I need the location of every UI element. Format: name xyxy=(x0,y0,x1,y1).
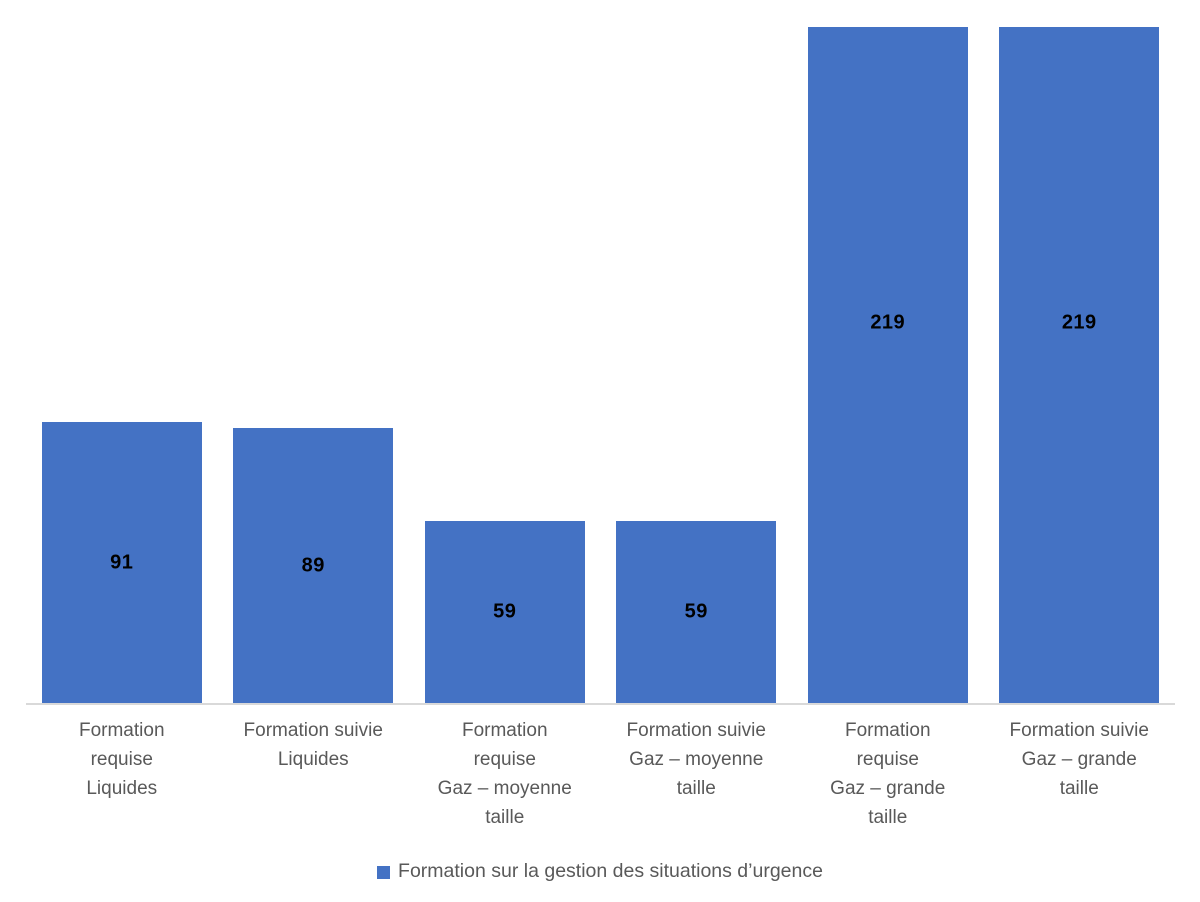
legend-label: Formation sur la gestion des situations … xyxy=(398,859,823,882)
bar-formation-suivie-gaz-moyenne[interactable]: 59 xyxy=(616,520,777,703)
bar-group: 91 xyxy=(26,24,218,703)
bar-formation-requise-gaz-moyenne[interactable]: 59 xyxy=(424,520,585,703)
bar-formation-suivie-gaz-grande[interactable]: 219 xyxy=(999,27,1160,703)
bar-group: 219 xyxy=(792,24,984,703)
data-label: 91 xyxy=(110,551,134,574)
category-label: Formation suivie Liquides xyxy=(243,720,383,770)
data-label: 219 xyxy=(870,311,906,334)
data-label: 59 xyxy=(684,600,708,623)
bar-formation-requise-gaz-grande[interactable]: 219 xyxy=(807,27,968,703)
bar-group: 59 xyxy=(601,24,793,703)
category-label: Formation requise Gaz – moyenne taille xyxy=(437,720,572,828)
bar-group: 59 xyxy=(409,24,601,703)
data-label: 59 xyxy=(493,600,517,623)
legend[interactable]: Formation sur la gestion des situations … xyxy=(0,856,1200,886)
bar-group: 89 xyxy=(218,24,410,703)
data-label: 219 xyxy=(1061,311,1097,334)
category-label: Formation suivie Gaz – grande taille xyxy=(1009,720,1149,799)
category-label: Formation requise Liquides xyxy=(78,720,165,799)
plot-area: 91 89 59 59 219 219 xyxy=(26,24,1175,705)
category-label: Formation requise Gaz – grande taille xyxy=(830,720,946,828)
data-label: 89 xyxy=(301,554,325,577)
bar-group: 219 xyxy=(984,24,1176,703)
x-axis-category-labels: Formation requise Liquides Formation sui… xyxy=(26,716,1175,832)
bar-formation-requise-liquides[interactable]: 91 xyxy=(41,422,202,703)
legend-marker-icon xyxy=(377,865,391,879)
bar-formation-suivie-liquides[interactable]: 89 xyxy=(233,428,394,703)
category-label: Formation suivie Gaz – moyenne taille xyxy=(626,720,766,799)
